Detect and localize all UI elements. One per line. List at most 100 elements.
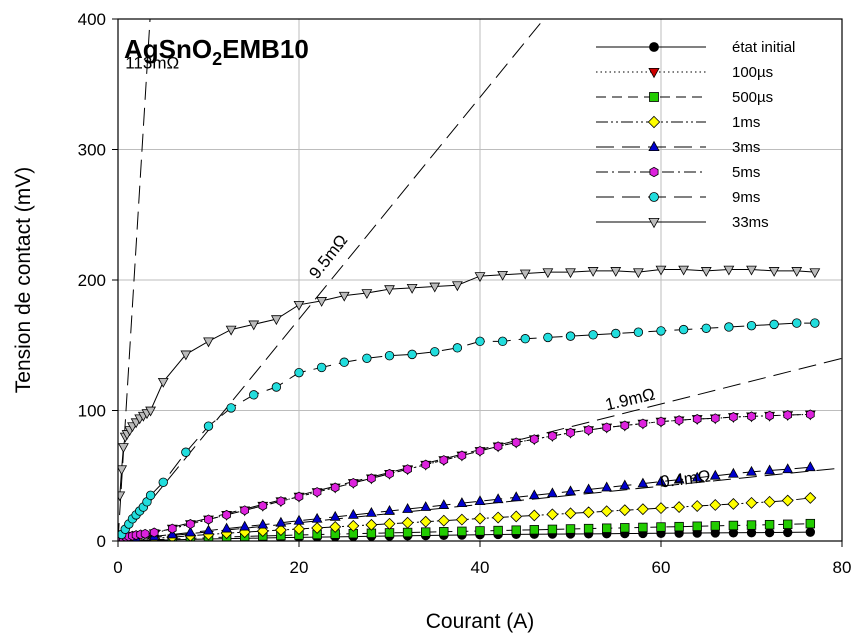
data-point — [781, 494, 794, 507]
data-point — [648, 68, 660, 79]
data-point — [347, 508, 359, 519]
data-point — [805, 527, 816, 537]
data-point — [385, 468, 394, 479]
data-point — [475, 336, 485, 347]
legend-label: 1ms — [732, 114, 760, 131]
data-point — [455, 513, 468, 526]
data-point — [636, 503, 649, 516]
data-point — [140, 528, 150, 539]
data-point — [546, 487, 558, 498]
data-point — [167, 523, 177, 534]
data-point — [203, 421, 214, 431]
data-point — [746, 520, 757, 530]
data-point — [439, 527, 449, 537]
series-line — [119, 269, 815, 496]
data-point — [347, 519, 360, 532]
data-point — [384, 350, 395, 361]
data-point — [804, 461, 816, 472]
data-point — [329, 510, 341, 521]
data-point — [474, 495, 486, 506]
data-point — [249, 390, 259, 400]
data-point — [316, 297, 328, 307]
data-point — [638, 418, 648, 429]
data-point — [648, 140, 660, 152]
data-point — [805, 518, 816, 529]
y-tick-label: 0 — [97, 532, 106, 551]
data-point — [420, 501, 432, 511]
data-point — [583, 523, 594, 534]
data-point — [257, 518, 269, 529]
data-point — [383, 517, 396, 530]
data-point — [457, 526, 467, 537]
data-point — [727, 497, 740, 510]
data-point — [293, 523, 305, 535]
data-point — [437, 514, 450, 527]
data-point — [520, 334, 530, 344]
chart-title: AgSnO2EMB10 — [124, 34, 309, 69]
data-point — [747, 411, 756, 422]
data-point — [649, 192, 659, 202]
resistance-label: 9.5mΩ — [305, 231, 351, 283]
legend-label: 5ms — [732, 164, 760, 181]
data-point — [692, 521, 702, 531]
data-point — [311, 512, 323, 523]
data-point — [406, 283, 418, 294]
data-point — [673, 473, 685, 484]
data-point — [588, 330, 598, 340]
data-point — [529, 525, 540, 535]
data-point — [511, 437, 521, 448]
series-5 — [118, 409, 815, 541]
data-point — [582, 506, 595, 519]
data-point — [402, 503, 414, 513]
data-point — [804, 491, 817, 504]
resistance-line — [118, 467, 842, 541]
data-point — [149, 527, 159, 538]
data-point — [727, 467, 739, 478]
data-point — [221, 522, 233, 533]
data-point — [674, 415, 684, 426]
y-tick-label: 100 — [78, 402, 106, 421]
data-point — [203, 524, 214, 535]
legend-label: 3ms — [732, 139, 760, 156]
data-point — [118, 465, 128, 476]
data-point — [510, 491, 522, 502]
data-point — [548, 430, 557, 441]
data-point — [528, 489, 540, 500]
data-point — [456, 497, 468, 507]
data-point — [768, 267, 780, 277]
data-point — [274, 524, 287, 536]
data-point — [763, 495, 776, 508]
data-point — [701, 323, 711, 333]
data-series — [118, 265, 821, 541]
data-point — [565, 485, 576, 496]
data-point — [510, 510, 523, 523]
data-point — [656, 326, 666, 336]
data-point — [248, 320, 260, 331]
series-7 — [118, 265, 821, 502]
data-point — [783, 410, 793, 421]
data-point — [157, 377, 169, 388]
data-point — [723, 265, 735, 276]
data-point — [637, 477, 649, 488]
data-point — [166, 528, 178, 539]
data-point — [438, 499, 450, 509]
data-point — [602, 422, 612, 433]
data-point — [402, 527, 413, 538]
axis-ticks: 0 20 40 60 80 0 100 200 300 400 — [78, 10, 851, 577]
data-point — [673, 501, 686, 514]
data-point — [492, 511, 505, 524]
data-point — [361, 289, 373, 300]
data-point — [338, 291, 350, 302]
data-point — [186, 519, 195, 530]
data-point — [203, 337, 214, 348]
data-point — [746, 465, 757, 476]
data-point — [656, 522, 666, 532]
data-point — [638, 522, 648, 533]
data-point — [782, 463, 794, 474]
data-point — [348, 477, 358, 488]
data-point — [649, 42, 659, 52]
data-point — [678, 324, 689, 335]
data-point — [765, 410, 774, 421]
data-point — [311, 522, 324, 534]
data-point — [365, 518, 378, 531]
